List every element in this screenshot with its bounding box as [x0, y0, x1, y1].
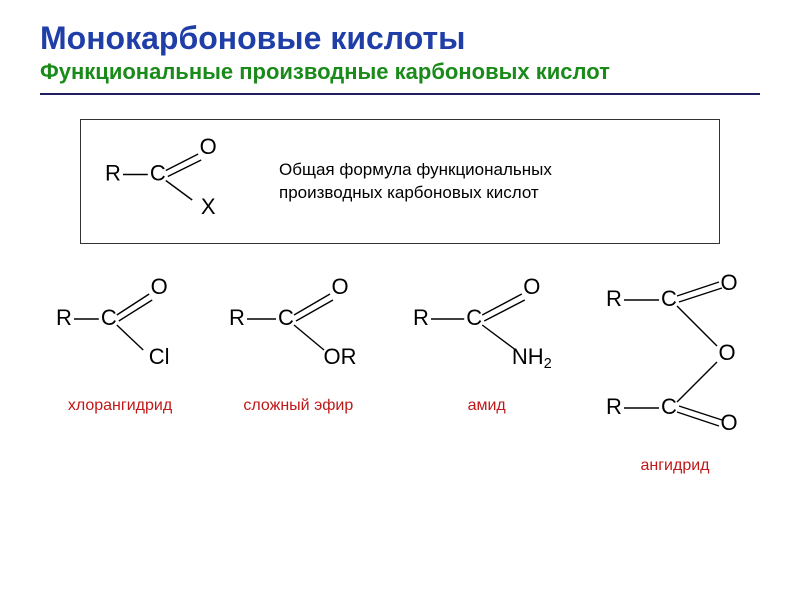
- svg-text:R: R: [105, 160, 121, 185]
- svg-text:R: R: [606, 286, 622, 311]
- svg-text:O: O: [151, 274, 168, 299]
- svg-text:R: R: [606, 394, 622, 419]
- svg-text:O: O: [720, 274, 737, 295]
- label-anhydride: ангидрид: [640, 457, 709, 475]
- slide-subtitle: Функциональные производные карбоновых ки…: [40, 59, 760, 85]
- general-formula-box: R C O X Общая формула функциональных произв…: [80, 119, 720, 244]
- derivative-ester: R C O OR сложный эфир: [223, 274, 373, 415]
- svg-text:C: C: [101, 305, 117, 330]
- title-underline: [40, 93, 760, 95]
- label-chloride: хлорангидрид: [68, 397, 172, 415]
- general-formula-desc: Общая формула функциональных производных…: [279, 159, 552, 205]
- molecule-ester: R C O OR: [223, 274, 373, 379]
- slide-title: Монокарбоновые кислоты: [40, 20, 760, 57]
- svg-text:X: X: [201, 194, 216, 219]
- svg-text:O: O: [720, 410, 737, 434]
- svg-text:C: C: [466, 305, 482, 330]
- derivative-anhydride: R C O O R C O ангидрид: [600, 274, 750, 475]
- label-ester: сложный эфир: [243, 397, 353, 415]
- svg-text:O: O: [332, 274, 349, 299]
- label-amide: амид: [468, 397, 506, 415]
- svg-text:Cl: Cl: [149, 344, 170, 369]
- svg-text:C: C: [150, 160, 166, 185]
- svg-text:C: C: [661, 286, 677, 311]
- svg-text:O: O: [718, 340, 735, 365]
- svg-text:O: O: [523, 274, 540, 299]
- derivative-chloride: R C O Cl хлорангидрид: [50, 274, 190, 415]
- general-formula-molecule: R C O X: [99, 134, 239, 229]
- molecule-chloride: R C O Cl: [50, 274, 190, 379]
- derivatives-row: RCOCl хлорангидрид RCOOR сложный эфир RC…: [40, 274, 760, 475]
- svg-text:C: C: [278, 305, 294, 330]
- svg-text:OR: OR: [324, 344, 357, 369]
- svg-text:O: O: [200, 134, 217, 159]
- svg-text:R: R: [56, 305, 72, 330]
- desc-line1: Общая формула функциональных: [279, 160, 552, 179]
- derivative-amide: R C O NH2 амид: [407, 274, 567, 415]
- svg-text:C: C: [661, 394, 677, 419]
- svg-text:R: R: [413, 305, 429, 330]
- molecule-amide: R C O NH2: [407, 274, 567, 379]
- slide: Монокарбоновые кислоты Функциональные пр…: [0, 0, 800, 600]
- svg-text:NH2: NH2: [512, 344, 552, 372]
- desc-line2: производных карбоновых кислот: [279, 183, 539, 202]
- svg-text:R: R: [229, 305, 245, 330]
- molecule-anhydride: R C O O R C O: [600, 274, 750, 439]
